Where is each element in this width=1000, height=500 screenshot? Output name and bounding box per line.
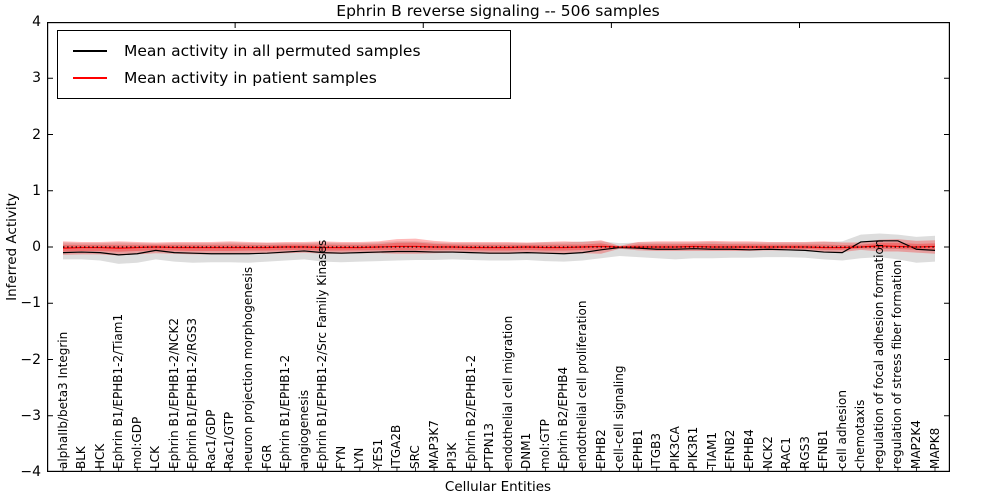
x-axis-label: Cellular Entities bbox=[444, 479, 552, 495]
legend-entry-patient: Mean activity in patient samples bbox=[58, 64, 510, 91]
x-tick-label: FYN bbox=[333, 445, 348, 469]
y-tick-label: −4 bbox=[20, 464, 41, 480]
x-tick-label: BLK bbox=[74, 446, 89, 469]
x-tick-label: ITGB3 bbox=[649, 432, 664, 469]
x-tick-label: TIAM1 bbox=[704, 431, 719, 469]
permuted-line-swatch bbox=[73, 49, 107, 52]
x-tick-label: EPHB2 bbox=[593, 429, 608, 469]
x-tick-label: Rac1/GDP bbox=[203, 409, 218, 469]
x-tick-label: PIK3R1 bbox=[686, 426, 701, 469]
x-tick-label: Ephrin B1/EPHB1-2/NCK2 bbox=[166, 318, 181, 469]
x-tick-label: EPHB1 bbox=[630, 429, 645, 469]
x-tick-label: PIK3CA bbox=[667, 426, 682, 469]
x-tick-label: Ephrin B2/EPHB4 bbox=[556, 366, 571, 469]
y-tick-label: −1 bbox=[20, 295, 41, 312]
x-tick-label: Ephrin B1/EPHB1-2/Tiam1 bbox=[111, 313, 126, 469]
x-tick-label: DNM1 bbox=[519, 432, 534, 469]
x-tick-label: HCK bbox=[92, 443, 107, 469]
chart-title: Ephrin B reverse signaling -- 506 sample… bbox=[336, 2, 660, 20]
x-tick-label: Ephrin B2/EPHB1-2 bbox=[463, 354, 478, 469]
legend-entry-permuted: Mean activity in all permuted samples bbox=[58, 37, 510, 64]
x-tick-label: LCK bbox=[148, 446, 163, 469]
x-tick-label: mol:GDP bbox=[129, 416, 144, 469]
x-tick-label: Ephrin B1/EPHB1-2 bbox=[278, 354, 293, 469]
plot-area bbox=[47, 22, 950, 472]
x-tick-label: EFNB2 bbox=[723, 429, 738, 469]
x-tick-label: regulation of focal adhesion formation bbox=[871, 239, 886, 469]
x-tick-label: EFNB1 bbox=[816, 429, 831, 469]
x-tick-label: RGS3 bbox=[797, 436, 812, 469]
x-tick-label: FGR bbox=[259, 444, 274, 469]
x-tick-label: ITGA2B bbox=[389, 424, 404, 469]
x-tick-label: endothelial cell proliferation bbox=[574, 300, 589, 469]
x-tick-label: angiogenesis bbox=[296, 389, 311, 469]
x-tick-label: MAPK8 bbox=[927, 427, 942, 469]
y-tick-label: −3 bbox=[20, 407, 41, 424]
x-tick-label: Ephrin B1/EPHB1-2/RGS3 bbox=[185, 317, 200, 469]
x-tick-label: chemotaxis bbox=[853, 399, 868, 469]
x-tick-label: neuron projection morphogenesis bbox=[241, 266, 256, 469]
x-tick-label: MAP3K7 bbox=[426, 420, 441, 469]
permuted-band bbox=[63, 233, 935, 264]
x-tick-label: endothelial cell migration bbox=[500, 315, 515, 469]
x-tick-label: cell adhesion bbox=[834, 390, 849, 469]
x-tick-label: LYN bbox=[352, 447, 367, 469]
x-tick-label: cell-cell signaling bbox=[612, 365, 627, 470]
y-tick-label: 3 bbox=[32, 70, 41, 87]
x-tick-label: Ephrin B1/EPHB1-2/Src Family Kinases bbox=[315, 239, 330, 469]
x-tick-label: PI3K bbox=[445, 442, 460, 469]
y-tick-label: 4 bbox=[32, 14, 41, 30]
x-tick-label: YES1 bbox=[370, 438, 385, 469]
x-tick-label: MAP2K4 bbox=[908, 420, 923, 469]
x-tick-label: regulation of stress fiber formation bbox=[890, 259, 905, 469]
legend-label: Mean activity in all permuted samples bbox=[124, 41, 421, 60]
x-tick-label: EPHB4 bbox=[741, 429, 756, 469]
permuted-mean-line bbox=[62, 240, 936, 256]
y-tick-label: 0 bbox=[32, 239, 41, 255]
legend: Mean activity in all permuted samples Me… bbox=[57, 30, 511, 99]
axes-frame bbox=[47, 22, 950, 472]
y-tick-label: 2 bbox=[32, 126, 41, 143]
x-tick-label: RAC1 bbox=[779, 437, 794, 469]
x-tick-label: mol:GTP bbox=[537, 419, 552, 469]
y-tick-label: 1 bbox=[32, 182, 41, 199]
x-tick-label: NCK2 bbox=[760, 436, 775, 469]
y-tick-label: −2 bbox=[20, 351, 41, 368]
legend-label: Mean activity in patient samples bbox=[124, 68, 377, 87]
patient-line-swatch bbox=[73, 76, 107, 79]
x-tick-label: Rac1/GTP bbox=[222, 411, 237, 469]
x-tick-label: SRC bbox=[408, 445, 422, 469]
x-tick-label: alphaIIb/beta3 Integrin bbox=[55, 331, 70, 469]
x-tick-label: PTPN13 bbox=[482, 422, 497, 469]
